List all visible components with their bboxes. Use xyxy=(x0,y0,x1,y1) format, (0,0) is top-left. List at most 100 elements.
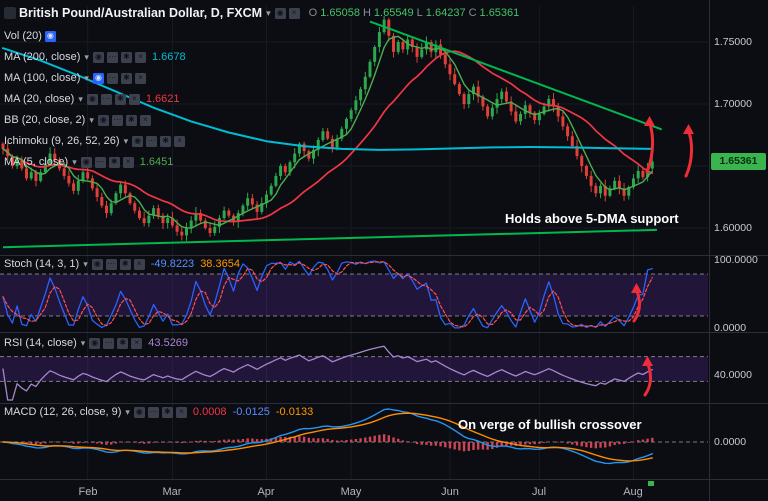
more-icon[interactable]: ⋯ xyxy=(146,135,158,147)
symbol-title[interactable]: British Pound/Australian Dollar, D, FXCM xyxy=(19,6,263,20)
settings-icon[interactable]: ✱ xyxy=(161,406,173,418)
symbol-title-row: British Pound/Australian Dollar, D, FXCM… xyxy=(4,6,519,20)
symbol-logo xyxy=(4,7,16,19)
chevron-down-icon[interactable]: ▾ xyxy=(80,337,86,348)
close-icon[interactable]: × xyxy=(174,135,186,147)
indicator-value: 1.6678 xyxy=(151,51,186,63)
low-label: L xyxy=(416,7,423,19)
panel-row-stoch: Stoch (14, 3, 1) ▾ ◉ ⋯ ✱ × -49.8223 38.3… xyxy=(4,258,240,270)
close-icon[interactable]: × xyxy=(175,406,187,418)
annotation-main[interactable]: Holds above 5-DMA support xyxy=(505,211,679,226)
settings-icon[interactable]: ✱ xyxy=(120,51,132,63)
more-icon[interactable]: ⋯ xyxy=(106,51,118,63)
settings-icon[interactable]: ✱ xyxy=(108,156,120,168)
rsi-value: 43.5269 xyxy=(148,337,189,349)
stoch-axis-bottom: 0.0000 xyxy=(714,322,747,334)
chevron-down-icon[interactable]: ▾ xyxy=(84,72,89,83)
eye-icon[interactable]: ◉ xyxy=(44,30,56,42)
macd-signal-value: -0.0133 xyxy=(275,406,314,418)
last-price-badge: 1.65361 xyxy=(711,153,766,170)
chevron-down-icon[interactable]: ▾ xyxy=(123,135,129,146)
legend-row-volume: Vol (20) ◉ xyxy=(4,30,56,42)
more-icon[interactable]: ⋯ xyxy=(94,156,106,168)
more-icon[interactable]: ⋯ xyxy=(147,406,159,418)
eye-icon[interactable]: ◉ xyxy=(97,114,109,126)
stoch-d-value: 38.3654 xyxy=(200,258,240,270)
eye-icon[interactable]: ◉ xyxy=(92,72,104,84)
eye-icon[interactable]: ◉ xyxy=(91,258,103,270)
eye-icon[interactable]: ◉ xyxy=(133,406,145,418)
price-axis-label: 1.75000 xyxy=(714,36,752,48)
eye-icon[interactable]: ◉ xyxy=(274,7,286,19)
settings-icon[interactable]: ✱ xyxy=(125,114,137,126)
indicator-label-ichimoku[interactable]: Ichimoku (9, 26, 52, 26) xyxy=(4,135,120,147)
high-label: H xyxy=(362,7,371,19)
indicator-label-ma20[interactable]: MA (20, close) xyxy=(4,93,75,105)
low-value: 1.64237 xyxy=(425,7,466,19)
close-value: 1.65361 xyxy=(479,7,520,19)
eye-icon[interactable]: ◉ xyxy=(86,93,98,105)
settings-icon[interactable]: ✱ xyxy=(120,72,132,84)
time-axis-label: Jun xyxy=(441,486,459,498)
stoch-axis-top: 100.0000 xyxy=(714,254,758,266)
chevron-down-icon[interactable]: ▾ xyxy=(125,406,130,417)
price-axis-label: 1.70000 xyxy=(714,98,752,110)
close-icon[interactable]: × xyxy=(288,7,300,19)
eye-icon[interactable]: ◉ xyxy=(132,135,144,147)
macd-hist-value: 0.0008 xyxy=(192,406,227,418)
eye-icon[interactable]: ◉ xyxy=(89,337,101,349)
more-icon[interactable]: ⋯ xyxy=(103,337,115,349)
legend-row-bb: BB (20, close, 2) ▾ ◉ ⋯ ✱ × xyxy=(4,114,151,126)
chevron-down-icon[interactable]: ▾ xyxy=(89,114,94,125)
indicator-label-bb[interactable]: BB (20, close, 2) xyxy=(4,114,86,126)
more-icon[interactable]: ⋯ xyxy=(106,72,118,84)
chevron-down-icon[interactable]: ▾ xyxy=(83,258,88,269)
time-axis-label: Apr xyxy=(257,486,275,498)
legend-row-ma100: MA (100, close) ▾ ◉ ⋯ ✱ × xyxy=(4,72,146,84)
time-axis-label: Feb xyxy=(78,486,98,498)
legend-row-ichimoku: Ichimoku (9, 26, 52, 26) ▾ ◉ ⋯ ✱ × xyxy=(4,135,186,147)
chevron-down-icon[interactable]: ▾ xyxy=(84,51,89,62)
chevron-down-icon[interactable]: ▾ xyxy=(78,93,83,104)
indicator-label-rsi[interactable]: RSI (14, close) xyxy=(4,337,77,349)
close-icon[interactable]: × xyxy=(134,51,146,63)
close-icon[interactable]: × xyxy=(133,258,145,270)
close-icon[interactable]: × xyxy=(122,156,134,168)
chevron-down-icon[interactable]: ▾ xyxy=(266,7,271,18)
indicator-label-stoch[interactable]: Stoch (14, 3, 1) xyxy=(4,258,80,270)
time-axis-label: May xyxy=(340,486,362,498)
more-icon[interactable]: ⋯ xyxy=(105,258,117,270)
settings-icon[interactable]: ✱ xyxy=(160,135,172,147)
stoch-k-value: -49.8223 xyxy=(150,258,195,270)
close-icon[interactable]: × xyxy=(139,114,151,126)
legend-row-ma200: MA (200, close) ▾ ◉ ⋯ ✱ × 1.6678 xyxy=(4,51,186,63)
close-icon[interactable]: × xyxy=(134,72,146,84)
indicator-label-ma200[interactable]: MA (200, close) xyxy=(4,51,81,63)
time-axis-label: Mar xyxy=(162,486,182,498)
more-icon[interactable]: ⋯ xyxy=(111,114,123,126)
open-value: 1.65058 xyxy=(320,7,360,19)
eye-icon[interactable]: ◉ xyxy=(92,51,104,63)
close-icon[interactable]: × xyxy=(128,93,140,105)
price-axis-label: 1.60000 xyxy=(714,222,752,234)
time-axis-label: Jul xyxy=(531,486,547,498)
annotation-macd[interactable]: On verge of bullish crossover xyxy=(458,417,642,432)
settings-icon[interactable]: ✱ xyxy=(114,93,126,105)
legend-row-ma5: MA (5, close) ▾ ◉ ⋯ ✱ × 1.6451 xyxy=(4,156,173,168)
indicator-label-ma100[interactable]: MA (100, close) xyxy=(4,72,81,84)
close-label: C xyxy=(468,7,477,19)
macd-line-value: -0.0125 xyxy=(232,406,270,418)
more-icon[interactable]: ⋯ xyxy=(100,93,112,105)
indicator-label-ma5[interactable]: MA (5, close) xyxy=(4,156,69,168)
settings-icon[interactable]: ✱ xyxy=(117,337,129,349)
open-label: O xyxy=(308,7,318,19)
indicator-label-volume[interactable]: Vol (20) xyxy=(4,30,42,42)
chevron-down-icon[interactable]: ▾ xyxy=(72,156,77,167)
settings-icon[interactable]: ✱ xyxy=(119,258,131,270)
eye-icon[interactable]: ◉ xyxy=(80,156,92,168)
indicator-label-macd[interactable]: MACD (12, 26, close, 9) xyxy=(4,406,122,418)
close-icon[interactable]: × xyxy=(131,337,143,349)
